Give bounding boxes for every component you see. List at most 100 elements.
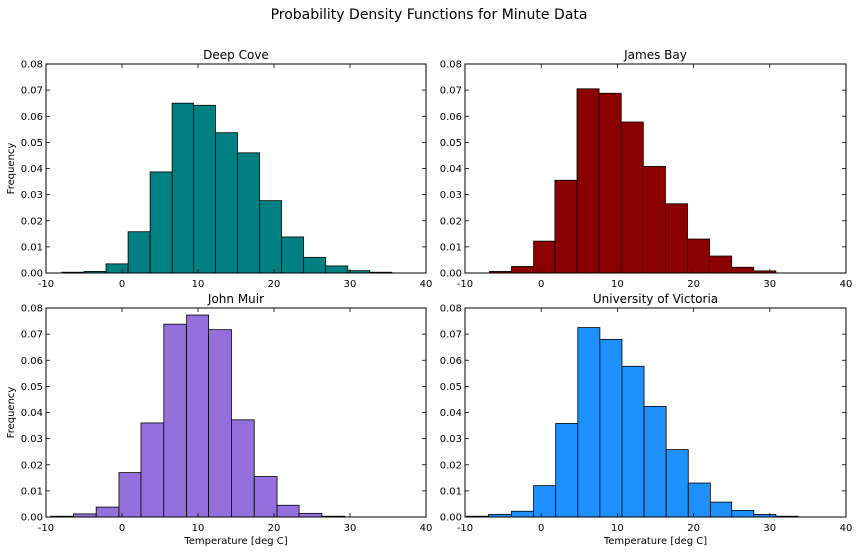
y-tick-label: 0.04 (440, 164, 462, 175)
histogram-bar (149, 171, 173, 274)
histogram-bar (105, 263, 129, 274)
histogram-bar (621, 365, 645, 518)
y-tick-label: 0.07 (440, 330, 462, 341)
histogram-bar (665, 449, 689, 518)
x-tick-label: 0 (119, 523, 125, 534)
x-tick-label: 0 (119, 279, 125, 290)
x-tick-label: 30 (763, 523, 776, 534)
x-tick-label: 40 (840, 279, 853, 290)
panel-title: Deep Cove (203, 48, 269, 62)
x-tick-label: -10 (38, 279, 54, 290)
histogram-bar (687, 482, 711, 518)
histogram-bar (709, 255, 733, 274)
y-tick-label: 0.01 (21, 486, 43, 497)
x-tick-label: 20 (687, 523, 700, 534)
x-tick-label: 40 (420, 523, 433, 534)
y-tick-label: 0.03 (440, 434, 462, 445)
x-tick-label: 10 (611, 523, 624, 534)
histogram-bar (281, 236, 305, 274)
y-tick-label: 0.02 (21, 460, 43, 471)
histogram-bar (533, 240, 556, 274)
histogram-bar (95, 506, 120, 518)
y-tick-label: 0.06 (440, 356, 462, 367)
x-tick-label: 30 (763, 279, 776, 290)
histogram-bar (555, 423, 579, 518)
y-tick-label: 0.06 (440, 112, 462, 123)
y-tick-label: 0.00 (21, 269, 43, 280)
y-tick-label: 0.02 (440, 460, 462, 471)
y-tick-label: 0.07 (21, 86, 43, 97)
histogram-bar (171, 102, 194, 274)
histogram-bar (276, 504, 300, 518)
histogram-panel-3: -10 0 10 20 30 40 0.00 0.01 0.02 0.03 0.04 0.05 0.06… (6, 292, 432, 547)
figure-suptitle: Probability Density Functions for Minute… (271, 7, 588, 23)
histogram-panel-4: -10 0 10 20 30 40 0.00 0.01 0.02 0.03 0.04 0.05 0.06… (440, 292, 853, 547)
x-tick-label: 10 (611, 279, 624, 290)
x-tick-label: 30 (344, 279, 357, 290)
histogram-bar (577, 327, 601, 518)
x-tick-label: 20 (268, 523, 281, 534)
y-tick-label: 0.05 (21, 382, 43, 393)
x-tick-label: 40 (420, 279, 433, 290)
histogram-bar (598, 92, 622, 274)
histogram-bar (325, 265, 349, 274)
histogram-bar (237, 152, 260, 274)
y-tick-label: 0.00 (440, 269, 462, 280)
x-tick-label: 20 (268, 279, 281, 290)
histogram-bar (298, 512, 323, 518)
histogram-bar (620, 121, 644, 274)
histogram-bar (215, 132, 238, 274)
y-tick-label: 0.08 (440, 304, 462, 315)
histogram-bar (118, 472, 142, 518)
histogram-bar (208, 329, 232, 518)
histogram-bar (687, 238, 711, 274)
histogram-bar (511, 266, 534, 274)
x-tick-label: -10 (457, 279, 473, 290)
y-axis-label: Frequency (6, 143, 17, 195)
y-tick-label: 0.04 (21, 164, 43, 175)
y-tick-label: 0.01 (21, 242, 43, 253)
histogram-bar (140, 422, 165, 518)
y-tick-label: 0.08 (21, 60, 43, 71)
y-tick-label: 0.08 (21, 304, 43, 315)
y-tick-label: 0.03 (21, 190, 43, 201)
panel-title: University of Victoria (593, 292, 718, 306)
y-tick-label: 0.01 (440, 242, 462, 253)
histogram-bar (731, 510, 755, 518)
y-tick-label: 0.05 (440, 138, 462, 149)
histogram-bar (127, 231, 151, 274)
y-tick-label: 0.08 (440, 60, 462, 71)
histogram-bar (709, 501, 733, 518)
y-tick-label: 0.00 (440, 513, 462, 524)
x-tick-label: 30 (344, 523, 357, 534)
histogram-bar (665, 203, 688, 274)
y-tick-label: 0.04 (21, 408, 43, 419)
y-tick-label: 0.02 (21, 216, 43, 227)
histogram-bar (253, 476, 278, 518)
x-axis-label: Temperature [deg C] (603, 536, 707, 547)
histogram-panels: -10 0 10 20 30 40 0.00 0.01 0.02 0.03 0.04 0.05 0.06… (6, 48, 852, 547)
y-tick-label: 0.02 (440, 216, 462, 227)
histogram-bar (554, 179, 578, 274)
y-tick-label: 0.03 (440, 190, 462, 201)
histogram-bar (231, 419, 255, 518)
histogram-bar (731, 266, 755, 274)
y-tick-label: 0.05 (21, 138, 43, 149)
histogram-panel-2: -10 0 10 20 30 40 0.00 0.01 0.02 0.03 0.04 0.05 0.06… (440, 48, 853, 290)
histogram-bar (186, 314, 210, 518)
histogram-bar (193, 104, 216, 274)
y-tick-label: 0.06 (21, 356, 43, 367)
histogram-bar (511, 510, 534, 518)
panel-title: John Muir (207, 292, 264, 306)
y-tick-label: 0.00 (21, 513, 43, 524)
histogram-bar (643, 406, 667, 518)
x-tick-label: -10 (457, 523, 473, 534)
x-axis-label: Temperature [deg C] (183, 536, 287, 547)
y-tick-label: 0.01 (440, 486, 462, 497)
y-tick-label: 0.03 (21, 434, 43, 445)
y-axis-label: Frequency (6, 387, 17, 439)
panel-title: James Bay (623, 48, 687, 62)
y-tick-label: 0.06 (21, 112, 43, 123)
x-tick-label: 0 (538, 523, 544, 534)
